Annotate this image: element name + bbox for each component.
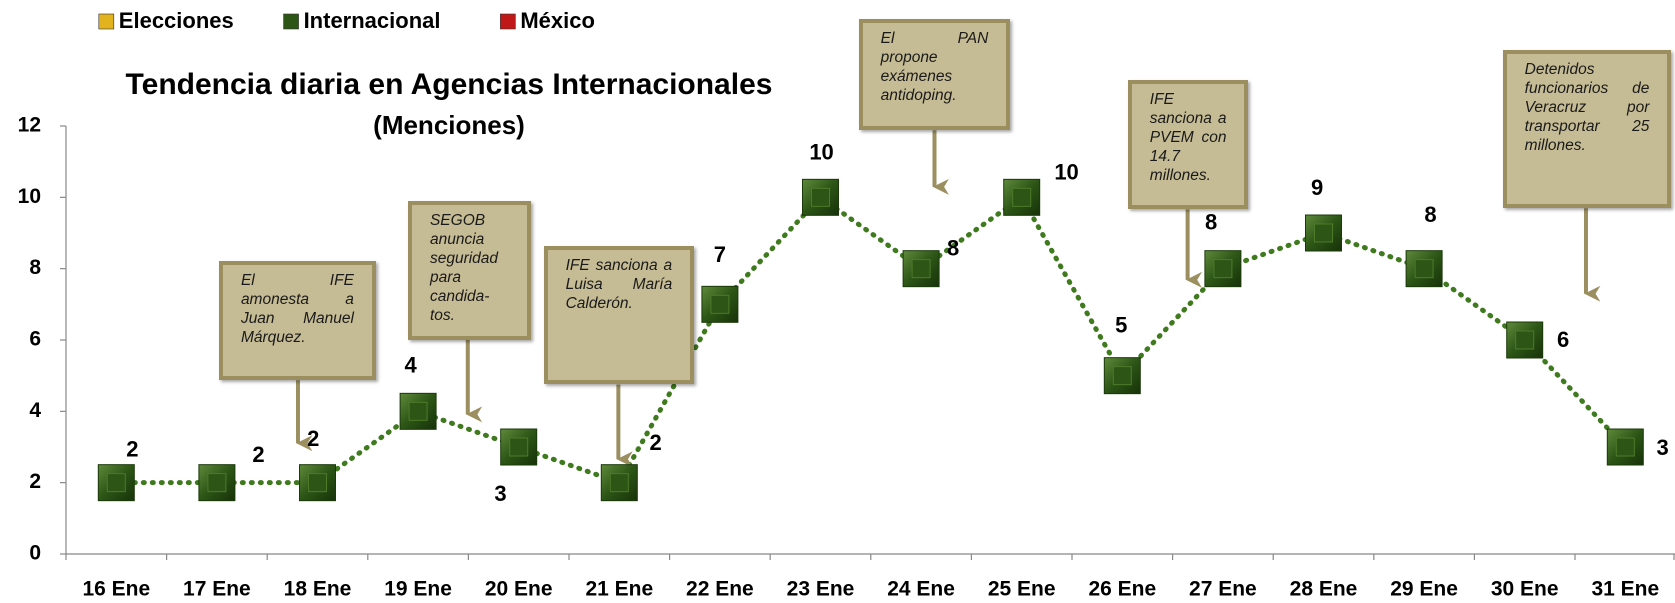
y-tick-label: 0 bbox=[29, 542, 41, 565]
marker-face bbox=[1112, 366, 1132, 386]
annotation: El PAN propone exámenes antidoping. bbox=[858, 19, 1011, 131]
x-tick-label: 26 Ene bbox=[1088, 578, 1156, 601]
data-label: 8 bbox=[1424, 202, 1436, 227]
marker-face bbox=[811, 187, 830, 207]
data-label: 3 bbox=[1657, 435, 1669, 460]
x-tick-label: 20 Ene bbox=[485, 578, 553, 601]
marker-face bbox=[207, 473, 227, 493]
legend-label: Elecciones bbox=[119, 8, 234, 33]
marker-face bbox=[1515, 330, 1535, 350]
x-tick-label: 19 Ene bbox=[384, 578, 452, 601]
x-tick-label: 22 Ene bbox=[686, 578, 754, 601]
x-tick-label: 18 Ene bbox=[284, 578, 352, 601]
data-label: 5 bbox=[1115, 312, 1127, 337]
y-tick-label: 2 bbox=[29, 470, 41, 493]
data-label: 2 bbox=[649, 430, 661, 455]
x-tick-label: 16 Ene bbox=[82, 578, 150, 601]
y-tick-label: 4 bbox=[29, 399, 41, 422]
legend-label: Internacional bbox=[304, 8, 441, 33]
legend-label: México bbox=[520, 8, 595, 33]
marker-face bbox=[1012, 187, 1032, 207]
data-label: 3 bbox=[494, 481, 506, 506]
data-label: 10 bbox=[1054, 160, 1078, 185]
x-tick-label: 29 Ene bbox=[1390, 578, 1458, 601]
x-tick-label: 31 Ene bbox=[1591, 578, 1659, 601]
data-label: 4 bbox=[404, 352, 417, 377]
marker-face bbox=[1213, 259, 1233, 279]
x-tick-label: 21 Ene bbox=[585, 578, 653, 601]
marker-face bbox=[911, 259, 931, 279]
annotation: Detenidos funcionarios de Veracruz por t… bbox=[1502, 50, 1672, 209]
x-tick-label: 24 Ene bbox=[887, 578, 955, 601]
annotation: IFE sanciona a PVEM con 14.7 millones. bbox=[1127, 80, 1249, 210]
marker-face bbox=[1615, 437, 1635, 457]
x-tick-label: 30 Ene bbox=[1491, 578, 1559, 601]
chart-subtitle: (Menciones) bbox=[373, 110, 525, 140]
data-label: 10 bbox=[809, 139, 833, 164]
x-tick-label: 27 Ene bbox=[1189, 578, 1257, 601]
data-label: 7 bbox=[714, 242, 726, 267]
chart-title: Tendencia diaria en Agencias Internacion… bbox=[126, 68, 773, 101]
marker-face bbox=[509, 437, 529, 457]
annotation: SEGOB anuncia seguridad para candida-tos… bbox=[407, 200, 531, 340]
marker-face bbox=[1314, 223, 1333, 243]
marker-face bbox=[609, 473, 629, 493]
x-tick-label: 25 Ene bbox=[988, 578, 1056, 601]
y-tick-label: 12 bbox=[18, 114, 41, 137]
marker-face bbox=[308, 473, 327, 493]
data-label: 9 bbox=[1311, 175, 1323, 200]
marker-face bbox=[408, 401, 428, 421]
x-tick-label: 28 Ene bbox=[1290, 578, 1358, 601]
annotation: IFE sanciona a Luisa María Calderón. bbox=[543, 245, 695, 385]
y-tick-label: 10 bbox=[18, 185, 41, 208]
marker bbox=[97, 464, 135, 502]
x-tick-label: 17 Ene bbox=[183, 578, 251, 601]
marker-face bbox=[1414, 259, 1434, 279]
data-label: 2 bbox=[307, 426, 319, 451]
marker-face bbox=[710, 294, 730, 314]
legend-swatch bbox=[500, 13, 516, 30]
data-label: 2 bbox=[252, 442, 264, 467]
legend-swatch bbox=[283, 13, 299, 30]
line bbox=[113, 193, 1628, 486]
data-label: 2 bbox=[126, 436, 138, 461]
marker-face bbox=[106, 473, 126, 493]
data-label: 8 bbox=[947, 235, 959, 260]
annotation: El IFE amonesta a Juan Manuel Márquez. bbox=[218, 260, 376, 381]
legend-swatch bbox=[98, 13, 115, 30]
data-label: 6 bbox=[1557, 327, 1569, 352]
y-tick-label: 8 bbox=[29, 256, 41, 279]
y-tick-label: 6 bbox=[29, 328, 41, 351]
data-label: 8 bbox=[1205, 210, 1217, 235]
x-tick-label: 23 Ene bbox=[787, 578, 855, 601]
